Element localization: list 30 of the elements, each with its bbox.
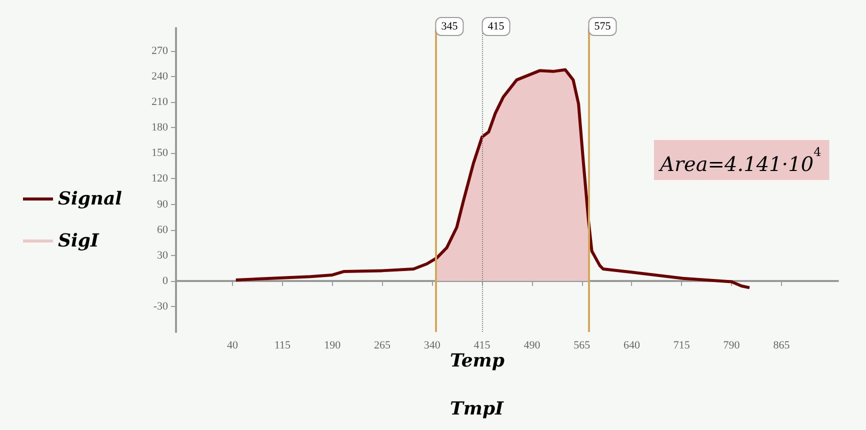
y-tick-label: 0 [162, 274, 168, 287]
y-tick-label: 270 [152, 44, 168, 57]
x-tick-label: 115 [274, 340, 291, 352]
y-tick-label: 120 [152, 172, 168, 185]
y-tick-label: 150 [152, 147, 168, 160]
x-tick-label: 790 [723, 340, 740, 352]
x-tick-label: 865 [773, 340, 790, 352]
ref-line-label: 575 [594, 20, 612, 32]
x-tick-label: 640 [624, 340, 640, 352]
x-tick-label: 715 [673, 340, 690, 352]
x-tick-label: 415 [474, 340, 491, 352]
x-axis-title: Temp [450, 350, 505, 372]
x-tick-label: 490 [524, 340, 541, 352]
y-tick-label: 90 [157, 198, 168, 210]
ref-line-label: 345 [441, 20, 458, 32]
text: TmpI [450, 398, 504, 420]
x-tick-label: 340 [424, 340, 441, 352]
y-tick-label: -30 [153, 300, 168, 312]
x-tick-label: 565 [574, 340, 591, 352]
y-tick-label: 240 [152, 70, 168, 83]
y-tick-label: 180 [152, 122, 168, 134]
y-tick-label: 60 [157, 224, 168, 236]
y-tick-label: 210 [152, 96, 168, 108]
y-tick-label: 30 [157, 249, 168, 262]
x-tick-label: 40 [227, 340, 239, 352]
x-tick-label: 190 [324, 340, 342, 352]
ref-line-label: 415 [488, 20, 505, 32]
x-tick-label: 265 [374, 340, 391, 352]
legend-label: Signal [58, 188, 122, 210]
legend-label: SigI [58, 230, 100, 252]
